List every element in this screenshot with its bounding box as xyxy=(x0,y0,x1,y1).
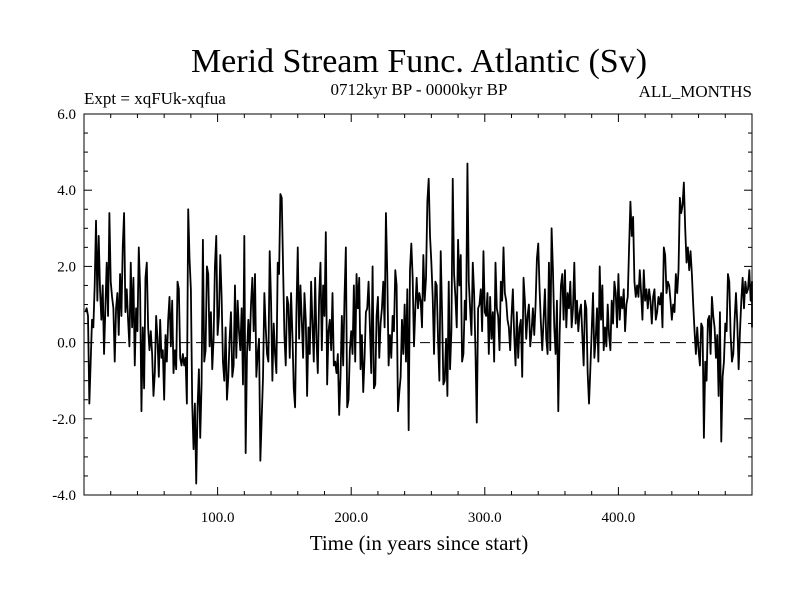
chart-title: Merid Stream Func. Atlantic (Sv) xyxy=(191,43,647,80)
x-tick-label: 400.0 xyxy=(602,510,636,526)
x-tick-label: 100.0 xyxy=(201,510,235,526)
y-tick-label: 4.0 xyxy=(57,183,76,199)
x-tick-label: 300.0 xyxy=(468,510,502,526)
y-tick-label: 6.0 xyxy=(57,107,76,123)
months-label: ALL_MONTHS xyxy=(639,82,752,101)
y-tick-label: -2.0 xyxy=(52,412,76,428)
axis-tick-labels: 100.0 200.0 300.0 400.0 -4.0 -2.0 0.0 2.0 4.0 6.0 xyxy=(52,107,635,526)
y-tick-label: -4.0 xyxy=(52,488,76,504)
x-tick-label: 200.0 xyxy=(334,510,368,526)
y-tick-label: 0.0 xyxy=(57,336,76,352)
y-tick-label: 2.0 xyxy=(57,259,76,275)
x-axis-label: Time (in years since start) xyxy=(310,531,529,555)
experiment-label: Expt = xqFUk-xqfua xyxy=(84,89,226,108)
series-line xyxy=(84,162,753,485)
period-label: 0712kyr BP - 0000kyr BP xyxy=(331,80,508,99)
